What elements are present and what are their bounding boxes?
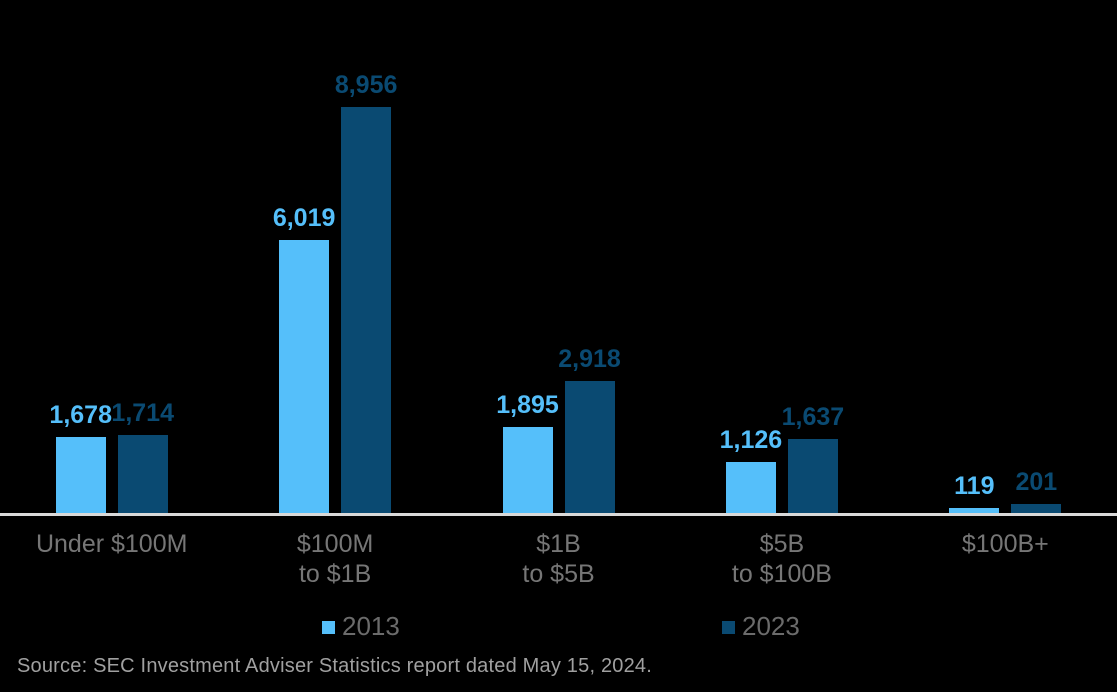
bar-value-label: 6,019: [272, 204, 336, 232]
bar-value-label: 8,956: [334, 71, 398, 99]
bar-column-2023: 1,714: [111, 401, 174, 513]
category-row: Under $100M $100M to $1B $1B to $5B $5B to $10…: [0, 529, 1117, 589]
x-axis-line: [0, 513, 1117, 516]
bar-column-2013: 6,019: [273, 206, 335, 513]
legend: 2013 2023: [0, 613, 1117, 647]
legend-label-2023: 2023: [742, 611, 800, 641]
bar-value-label: 119: [954, 472, 995, 500]
bar-column-2013: 1,126: [720, 428, 782, 513]
bar-value-label: 1,714: [111, 399, 174, 427]
bar-column-2023: 8,956: [335, 73, 397, 513]
bar-column-2023: 201: [1011, 468, 1062, 513]
legend-label-2013: 2013: [342, 611, 400, 641]
bar-2013: [55, 437, 106, 513]
bar-2013: [949, 508, 1000, 513]
legend-item-2013: 2013: [322, 613, 400, 639]
category-label: $1B to $5B: [522, 530, 595, 588]
bar-group: 119 201: [894, 0, 1117, 513]
bar-column-2013: 119: [949, 472, 1000, 513]
source-note: Source: SEC Investment Adviser Statistic…: [17, 655, 653, 677]
legend-swatch-2013: [322, 620, 335, 634]
category-label: $100M to $1B: [296, 530, 374, 588]
bar-group: 1,895 2,918: [447, 0, 670, 513]
bar-2023: [341, 107, 392, 513]
category-label: $100B+: [961, 530, 1049, 558]
bar-2013: [725, 462, 776, 513]
category-label: $5B to $100B: [731, 530, 832, 588]
bar-2023: [117, 435, 168, 513]
legend-item-2023: 2023: [722, 613, 800, 639]
bar-2013: [279, 240, 330, 513]
bar-column-2013: 1,678: [49, 403, 112, 513]
bar-group: 1,678 1,714: [0, 0, 223, 513]
bar-2023: [787, 439, 838, 513]
bar-value-label: 1,637: [781, 403, 845, 431]
bar-column-2023: 1,637: [782, 405, 844, 513]
bar-column-2013: 1,895: [496, 393, 559, 513]
bar-group: 6,019 8,956: [223, 0, 446, 513]
bar-2023: [1011, 504, 1062, 513]
plot-area: 1,678 1,714 6,019 8,956 1,895 2,918 1,126 1,637…: [0, 0, 1117, 513]
bar-2023: [564, 381, 615, 513]
bar-value-label: 1,895: [496, 391, 559, 419]
bar-value-label: 2,918: [558, 345, 621, 373]
bar-group: 1,126 1,637: [670, 0, 893, 513]
legend-swatch-2023: [722, 620, 735, 634]
bar-value-label: 1,126: [719, 426, 783, 454]
bar-2013: [502, 427, 553, 513]
bar-value-label: 201: [1015, 468, 1058, 496]
bar-column-2023: 2,918: [558, 347, 621, 513]
bar-value-label: 1,678: [49, 401, 112, 429]
category-label: Under $100M: [35, 530, 188, 558]
